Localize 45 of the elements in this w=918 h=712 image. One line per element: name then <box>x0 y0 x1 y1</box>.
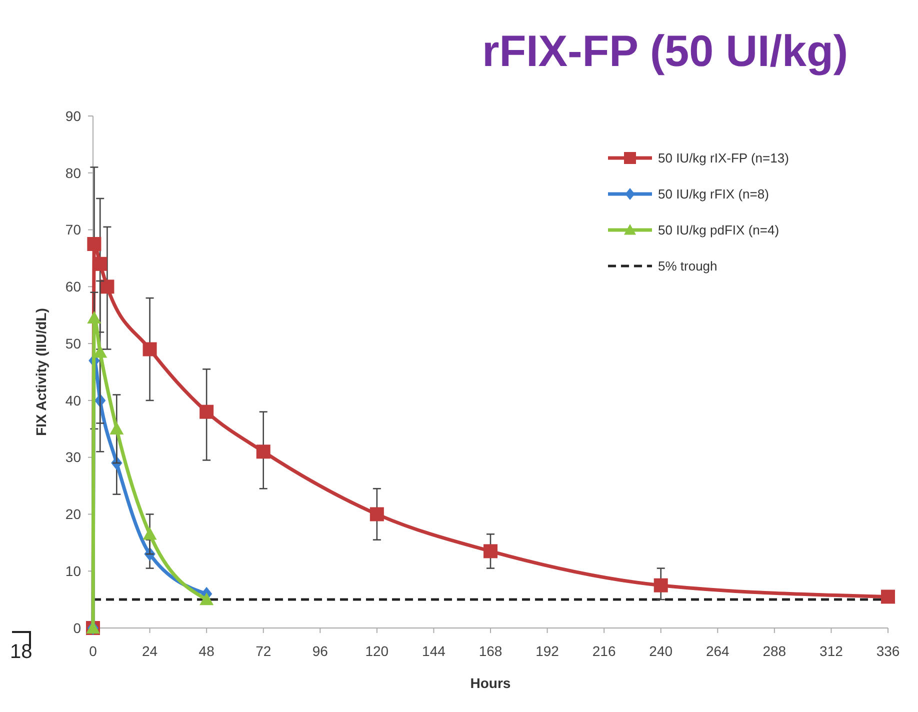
point <box>100 280 114 294</box>
point <box>142 342 157 356</box>
y-tick-label: 30 <box>65 449 82 466</box>
legend-label: 50 IU/kg rFIX (n=8) <box>658 186 769 202</box>
y-tick-label: 40 <box>65 392 82 408</box>
x-tick-label: 144 <box>422 643 446 659</box>
point <box>87 237 102 251</box>
y-axis-title: FIX Activity (IIU/dL) <box>33 308 49 436</box>
x-tick-label: 0 <box>89 643 98 659</box>
point <box>370 507 384 522</box>
y-tick-label: 80 <box>65 164 82 181</box>
x-tick-label: 192 <box>536 643 560 659</box>
point <box>881 590 895 604</box>
x-tick-label: 240 <box>649 643 673 659</box>
point <box>654 578 668 592</box>
x-tick-label: 264 <box>706 643 730 659</box>
legend-label: 50 IU/kg rIX-FP (n=13) <box>658 150 789 166</box>
point <box>200 404 214 419</box>
point <box>142 527 157 540</box>
y-tick-label: 60 <box>65 278 82 295</box>
x-tick-label: 48 <box>198 643 215 659</box>
y-tick-label: 70 <box>65 222 82 238</box>
y-tick-label: 20 <box>65 506 82 522</box>
y-tick-label: 10 <box>65 563 82 580</box>
legend-label: 50 IU/kg pdFIX (n=4) <box>658 222 780 238</box>
x-tick-label: 72 <box>256 643 272 659</box>
point <box>484 544 498 558</box>
x-tick-label: 216 <box>592 643 616 659</box>
x-tick-label: 312 <box>820 643 844 659</box>
y-tick-label: 50 <box>65 335 82 352</box>
y-tick-label: 0 <box>73 620 82 636</box>
legend-label: 5% trough <box>658 258 718 274</box>
x-axis-title: Hours <box>470 675 511 691</box>
point <box>87 310 102 324</box>
point <box>256 444 270 459</box>
x-tick-label: 96 <box>312 643 328 659</box>
x-tick-label: 336 <box>876 643 900 659</box>
x-tick-label: 120 <box>365 643 389 659</box>
x-tick-label: 24 <box>142 643 158 659</box>
x-tick-label: 168 <box>478 643 502 659</box>
point <box>200 592 214 606</box>
chart-title: rFIX-FP (50 UI/kg) <box>482 27 848 76</box>
y-tick-label: 90 <box>65 108 82 124</box>
point <box>110 422 124 434</box>
x-tick-label: 288 <box>762 643 786 659</box>
